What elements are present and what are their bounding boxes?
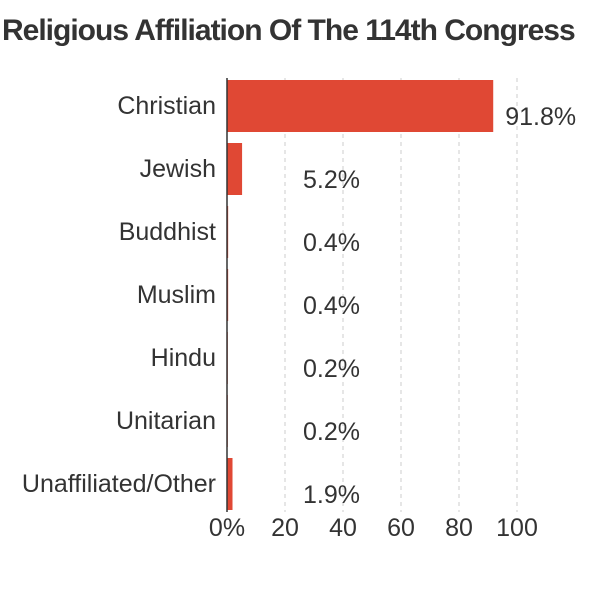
x-tick-label-60: 60 xyxy=(387,514,415,542)
category-labels: Christian Jewish Buddhist Muslim Hindu Unitar… xyxy=(22,92,216,498)
value-label-4: 0.2% xyxy=(303,355,360,383)
category-label-5: Unitarian xyxy=(116,407,216,435)
x-tick-label-0: 0% xyxy=(209,514,245,542)
category-label-3: Muslim xyxy=(137,281,216,309)
category-label-1: Jewish xyxy=(140,155,216,183)
x-tick-labels: 0% 20 40 60 80 100 xyxy=(209,514,538,542)
value-label-0: 91.8% xyxy=(505,103,576,131)
gridlines xyxy=(284,78,518,512)
category-label-6: Unaffiliated/Other xyxy=(22,470,216,498)
x-tick-label-80: 80 xyxy=(445,514,473,542)
value-label-5: 0.2% xyxy=(303,418,360,446)
x-tick-label-100: 100 xyxy=(496,514,538,542)
value-label-3: 0.4% xyxy=(303,292,360,320)
value-labels: 91.8% 5.2% 0.4% 0.4% 0.2% 0.2% 1.9% xyxy=(303,103,576,509)
value-label-6: 1.9% xyxy=(303,481,360,509)
category-label-0: Christian xyxy=(117,92,216,120)
x-tick-label-20: 20 xyxy=(271,514,299,542)
bar-6 xyxy=(227,458,233,510)
chart-title: Religious Affiliation Of The 114th Congr… xyxy=(2,14,576,47)
bar-1 xyxy=(227,143,243,195)
x-tick-label-40: 40 xyxy=(329,514,357,542)
value-label-1: 5.2% xyxy=(303,166,360,194)
category-label-2: Buddhist xyxy=(119,218,216,246)
category-label-4: Hindu xyxy=(151,344,216,372)
value-label-2: 0.4% xyxy=(303,229,360,257)
bar-0 xyxy=(227,80,494,132)
bars xyxy=(227,80,494,510)
